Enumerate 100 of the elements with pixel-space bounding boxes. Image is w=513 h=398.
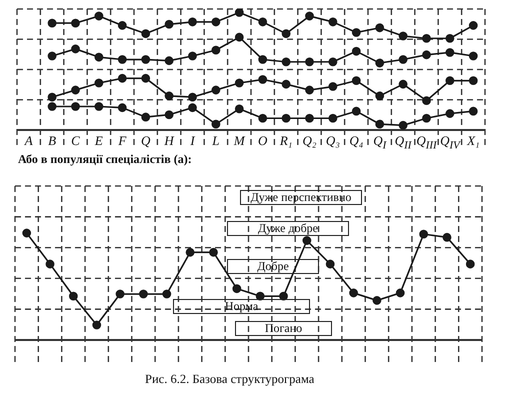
point: [419, 230, 428, 239]
point: [118, 21, 127, 30]
point: [164, 56, 174, 66]
point: [92, 320, 102, 330]
point: [141, 29, 150, 38]
point: [48, 92, 56, 102]
point: [118, 55, 127, 64]
point: [468, 52, 478, 60]
point: [116, 290, 124, 298]
point: [279, 292, 288, 301]
point: [232, 284, 242, 294]
point: [302, 236, 312, 245]
point: [48, 18, 56, 28]
point: [141, 112, 150, 122]
point: [71, 102, 80, 111]
point: [468, 106, 478, 116]
x-tick-label: X₁: [467, 133, 480, 148]
point: [141, 55, 150, 64]
point: [212, 46, 220, 55]
point: [164, 92, 174, 100]
point: [468, 76, 478, 86]
point: [188, 52, 197, 60]
point: [141, 74, 150, 83]
point: [212, 18, 220, 26]
x-tick-label: Q: [140, 133, 150, 148]
point: [352, 46, 361, 56]
point: [48, 102, 56, 111]
text: Рис. 6.2. Базова структурограма: [145, 372, 314, 387]
point: [422, 34, 431, 43]
point: [305, 12, 314, 20]
point: [188, 18, 197, 26]
point: [71, 18, 80, 28]
point: [398, 120, 408, 130]
x-tick-label: Q₄: [349, 133, 364, 148]
point: [446, 76, 454, 86]
annotation: Добре: [227, 259, 319, 274]
x-tick-label: O: [258, 133, 268, 148]
point: [46, 260, 54, 268]
x-tick-label: H: [164, 133, 174, 148]
point: [234, 78, 244, 88]
x-tick-label: A: [24, 133, 33, 148]
x-tick-label: B: [48, 133, 56, 148]
point: [375, 23, 384, 32]
point: [326, 260, 335, 268]
x-tick-label: Q₂: [302, 133, 316, 148]
point: [94, 12, 104, 20]
point: [188, 103, 197, 112]
chart-title: Або в популяції спеціалістів (а):: [18, 152, 192, 167]
x-tick-label: Q₃: [326, 133, 340, 148]
point: [258, 114, 268, 123]
point: [422, 96, 431, 106]
x-tick-label: M: [234, 133, 245, 148]
point: [446, 109, 454, 118]
point: [328, 57, 338, 66]
point: [71, 44, 80, 54]
point: [71, 86, 80, 94]
point: [256, 292, 265, 301]
point: [328, 18, 338, 26]
point: [118, 103, 127, 112]
point: [305, 86, 314, 94]
x-tick-label: Q$_{III}$: [416, 133, 437, 153]
x-tick-label: L: [212, 133, 220, 148]
point: [375, 92, 384, 100]
point: [139, 290, 148, 298]
point: [305, 57, 314, 66]
point: [212, 86, 220, 94]
point: [209, 248, 218, 257]
point: [466, 260, 475, 268]
x-tick-label: F: [118, 133, 126, 148]
x-tick-label: R₁: [280, 133, 292, 148]
point: [94, 102, 104, 111]
point: [468, 21, 478, 30]
point: [188, 92, 197, 102]
point: [349, 288, 358, 298]
point: [305, 114, 314, 123]
x-tick-label: Q$_{I}$: [373, 133, 386, 153]
point: [22, 228, 32, 238]
point: [352, 106, 361, 116]
point: [352, 76, 361, 86]
point: [258, 55, 268, 64]
point: [422, 50, 431, 60]
point: [234, 32, 244, 42]
point: [328, 82, 338, 91]
point: [282, 57, 290, 66]
point: [258, 75, 268, 84]
point: [258, 18, 268, 26]
point: [282, 114, 290, 123]
x-tick-label: E: [94, 133, 103, 148]
point: [375, 58, 384, 68]
point: [282, 29, 290, 38]
point: [164, 20, 174, 29]
x-tick-label: Q$_{II}$: [394, 133, 412, 153]
point: [164, 110, 174, 120]
text: Дуже перспективно: [240, 190, 362, 205]
x-tick-label: I: [190, 133, 195, 148]
point: [422, 114, 431, 123]
point: [282, 80, 290, 89]
point: [48, 52, 56, 60]
point: [398, 32, 408, 40]
point: [446, 34, 454, 43]
